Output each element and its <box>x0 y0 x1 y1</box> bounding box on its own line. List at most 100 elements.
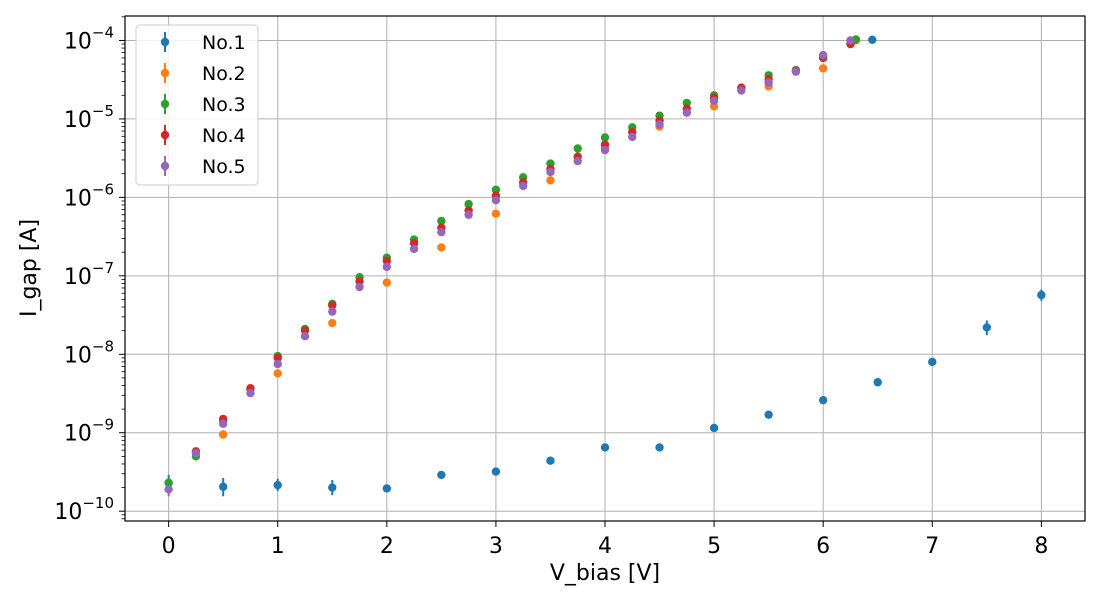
y-tick-label-exponent: −4 <box>92 23 114 41</box>
y-tick-label: 10−6 <box>64 180 114 211</box>
x-axis: 0 1 2 3 4 5 6 7 8 <box>162 521 1048 559</box>
data-point <box>873 378 882 387</box>
data-point <box>491 196 501 205</box>
data-point <box>682 98 692 108</box>
data-point <box>328 307 337 316</box>
legend-marker <box>160 130 170 140</box>
x-tick-label: 7 <box>925 534 939 559</box>
x-tick-label: 4 <box>598 534 612 559</box>
y-tick-label-exponent: −5 <box>92 102 114 120</box>
data-point <box>764 410 773 419</box>
data-point <box>682 108 692 117</box>
y-tick-label-exponent: −6 <box>92 180 114 198</box>
data-point <box>164 485 173 494</box>
data-point <box>600 443 610 452</box>
legend-item: No.4 <box>160 125 246 147</box>
data-point <box>464 210 473 219</box>
data-point <box>382 262 392 272</box>
legend-item: No.3 <box>160 94 246 116</box>
x-tick-label: 5 <box>707 534 721 559</box>
data-point <box>982 323 992 332</box>
x-tick-label: 1 <box>271 534 285 559</box>
data-point <box>382 484 392 493</box>
x-tick-label: 8 <box>1034 534 1048 559</box>
legend: No.1 No.2 No.3 No.4 No.5 <box>135 24 259 186</box>
y-tick-label-exponent: −8 <box>92 337 114 355</box>
data-point <box>191 448 201 458</box>
data-point <box>273 359 282 369</box>
y-tick-label-exponent: −7 <box>92 259 114 277</box>
data-point <box>546 456 555 465</box>
y-tick-label-base: 10 <box>54 500 82 525</box>
legend-marker <box>160 161 170 171</box>
legend-item: No.2 <box>160 63 246 85</box>
data-point <box>491 467 501 476</box>
data-point <box>273 353 282 363</box>
legend-label: No.1 <box>202 32 246 54</box>
data-point <box>437 470 446 480</box>
data-point <box>437 227 446 237</box>
y-axis-title: I_gap [A] <box>17 219 42 317</box>
data-point <box>573 144 582 153</box>
data-point <box>328 301 337 310</box>
y-tick-label: 10−10 <box>54 494 114 525</box>
data-point <box>518 181 528 191</box>
data-point <box>600 133 610 142</box>
legend-label: No.2 <box>202 63 246 85</box>
data-point <box>409 244 419 254</box>
data-point <box>791 67 801 76</box>
data-point <box>246 388 255 398</box>
data-point <box>655 120 664 129</box>
data-point <box>382 278 392 287</box>
data-points <box>164 35 1046 494</box>
y-tick-label-base: 10 <box>64 29 92 54</box>
data-point <box>737 86 746 95</box>
data-point <box>273 369 282 378</box>
legend-box <box>135 24 259 186</box>
x-tick-label: 2 <box>380 534 394 559</box>
legend-label: No.4 <box>202 125 246 147</box>
y-tick-label-base: 10 <box>64 108 92 133</box>
data-point <box>764 78 773 87</box>
data-point <box>868 35 877 44</box>
data-point <box>1037 290 1046 300</box>
y-tick-label-base: 10 <box>64 186 92 211</box>
y-tick-label: 10−9 <box>64 416 114 447</box>
data-point <box>218 419 228 429</box>
data-point <box>655 443 664 452</box>
y-tick-label-exponent: −10 <box>82 494 114 512</box>
data-point <box>218 430 228 439</box>
data-point <box>628 132 637 142</box>
legend-label: No.3 <box>202 94 246 116</box>
data-point <box>818 395 828 405</box>
data-point <box>709 96 719 106</box>
data-point <box>437 243 446 252</box>
data-point <box>491 185 501 194</box>
data-point <box>546 167 555 177</box>
data-point <box>600 145 610 155</box>
data-point <box>818 50 828 60</box>
data-point <box>355 282 364 292</box>
data-point <box>491 209 501 218</box>
data-point <box>328 483 337 492</box>
y-tick-label-base: 10 <box>64 265 92 290</box>
legend-marker <box>160 37 170 47</box>
y-tick-label-base: 10 <box>64 422 92 447</box>
data-point <box>328 318 337 328</box>
y-tick-label: 10−8 <box>64 337 114 368</box>
y-tick-label-base: 10 <box>64 343 92 368</box>
x-axis-title: V_bias [V] <box>550 561 660 586</box>
data-point <box>300 332 310 341</box>
data-point <box>437 216 446 226</box>
data-point <box>382 256 392 266</box>
legend-item: No.5 <box>160 156 246 178</box>
data-point <box>464 199 473 209</box>
y-tick-label: 10−7 <box>64 259 114 290</box>
legend-marker <box>160 99 170 109</box>
data-point <box>818 64 828 73</box>
data-point <box>273 480 282 490</box>
data-point <box>846 36 855 45</box>
data-point <box>709 423 719 433</box>
